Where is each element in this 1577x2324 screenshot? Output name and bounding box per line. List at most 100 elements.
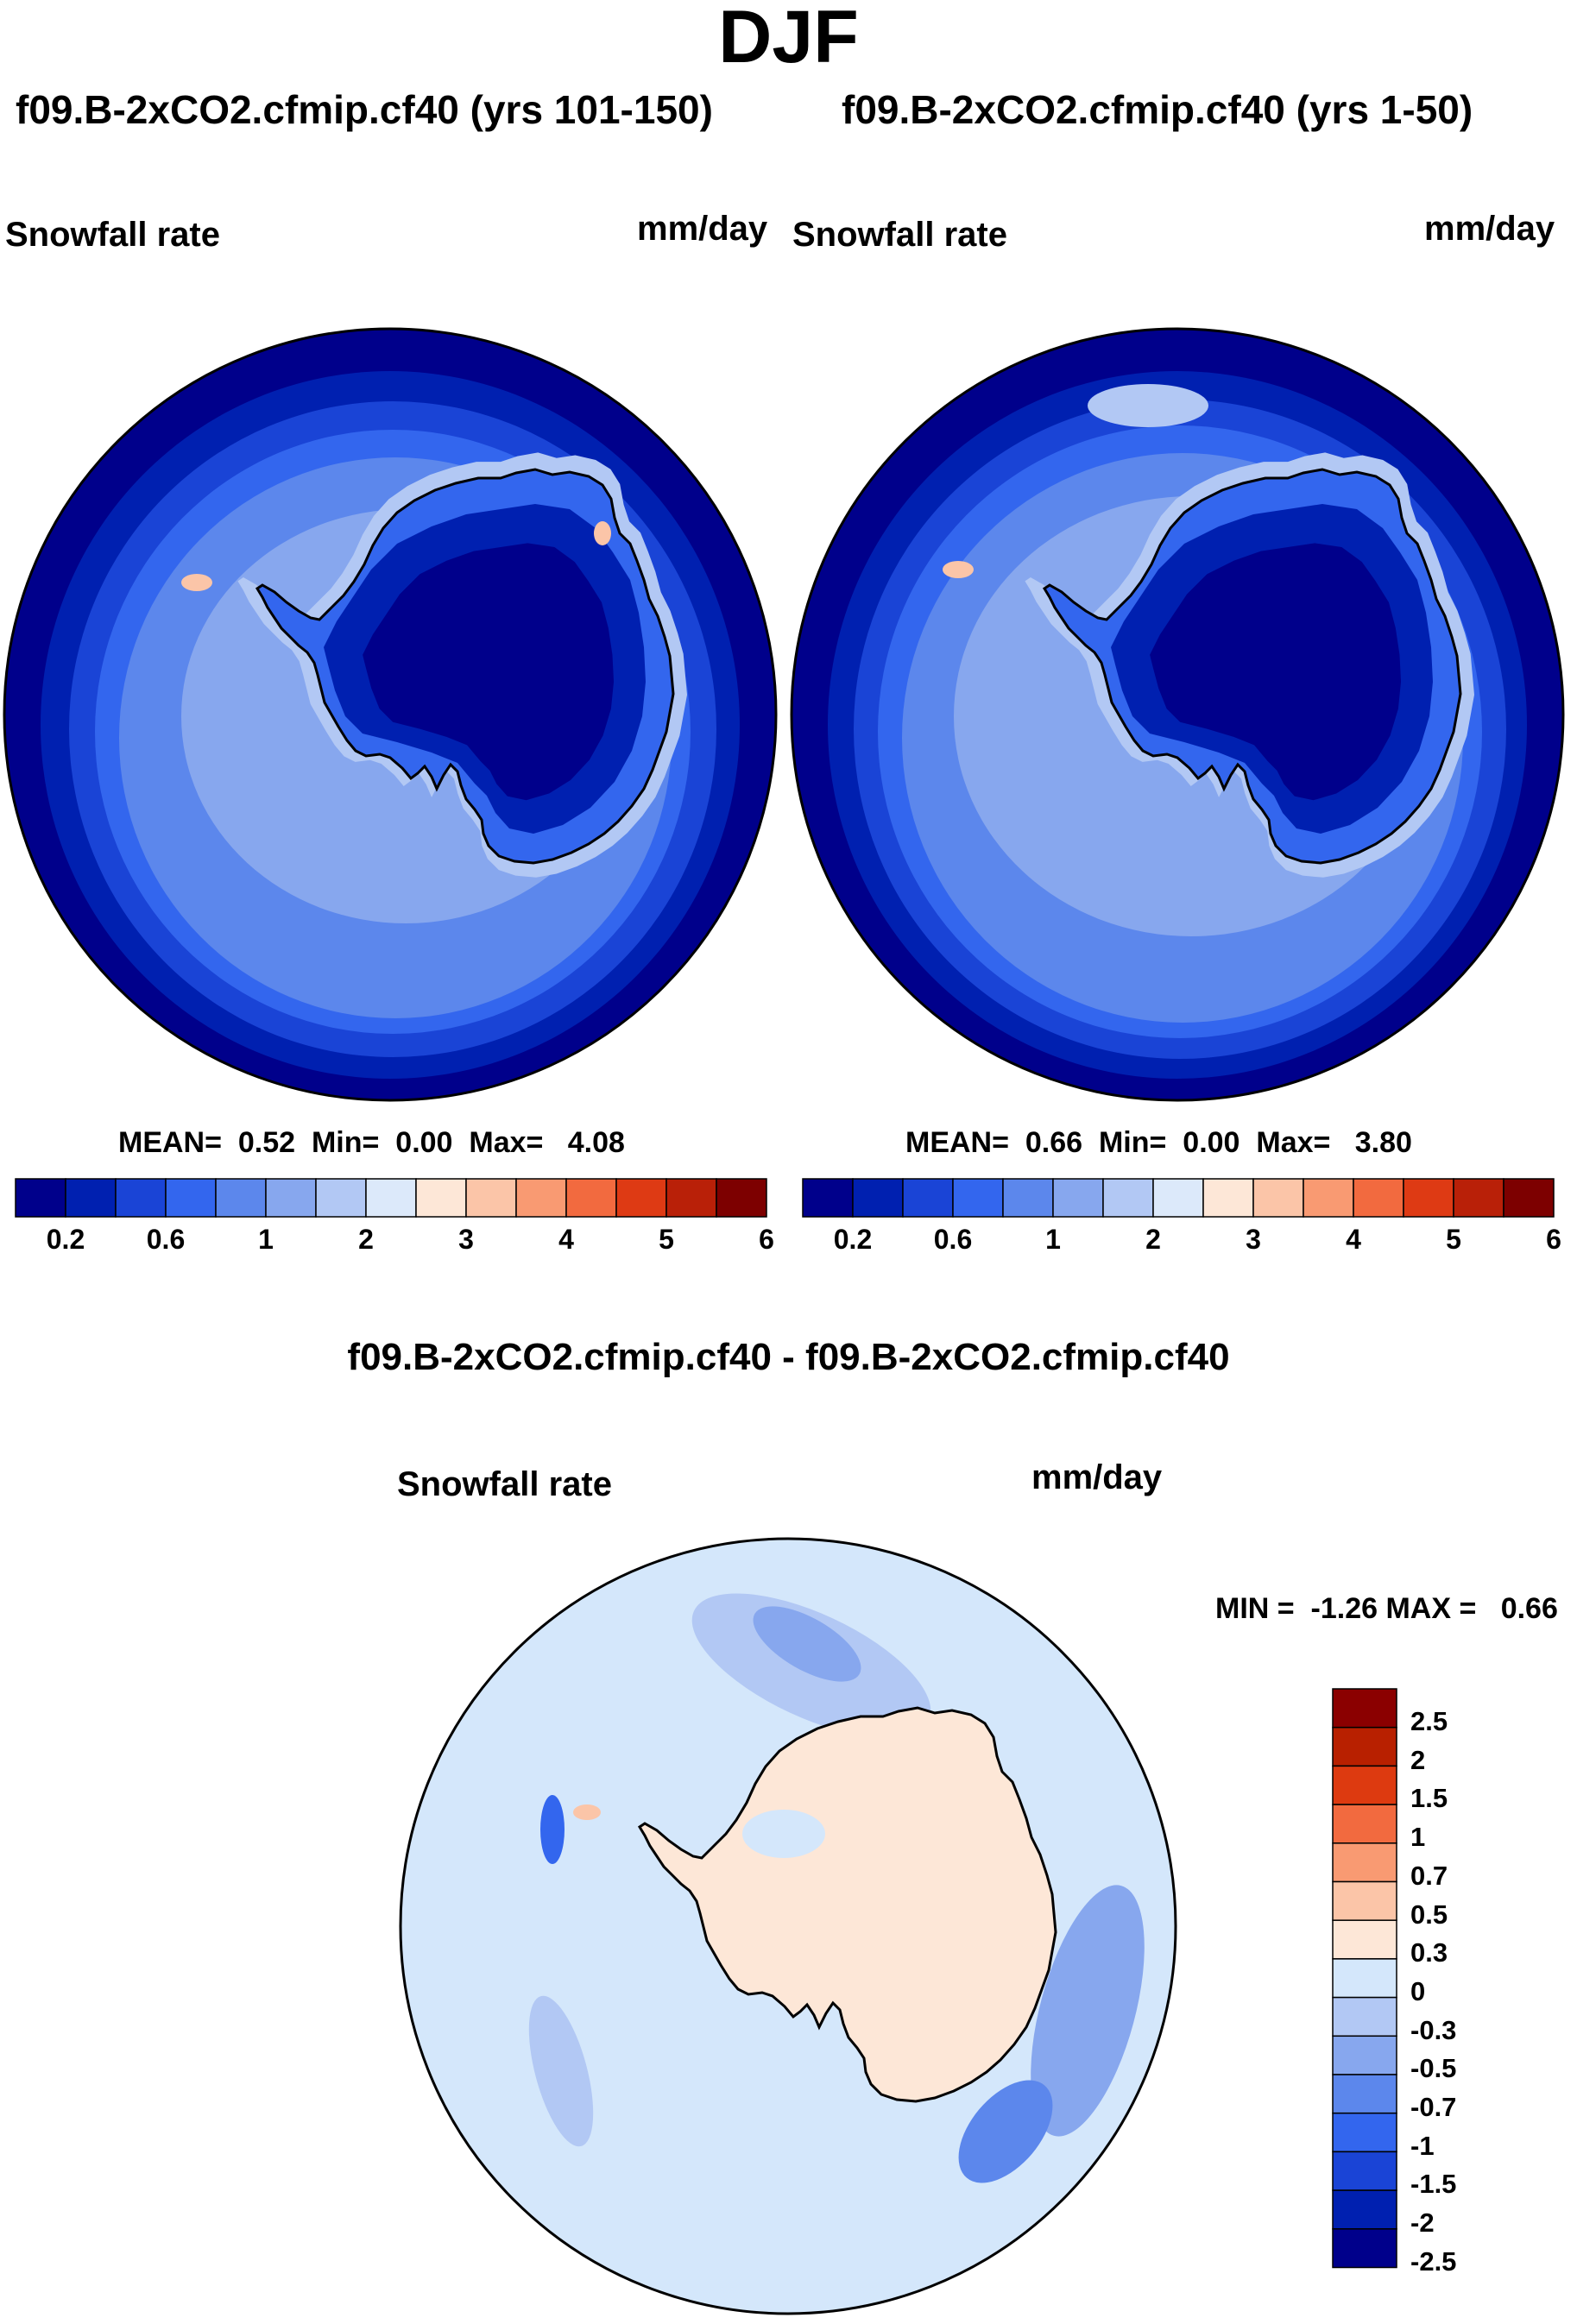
colorbar-left-tick-label: 4: [558, 1224, 574, 1255]
difference-max: 0.66: [1500, 1592, 1558, 1625]
colorbar-right-tick-label: 0.2: [833, 1224, 873, 1255]
map-difference: [401, 1539, 1176, 2314]
colorbar-left: [15, 1178, 767, 1218]
colorbar-right-swatch: [1202, 1178, 1254, 1218]
colorbar-difference-tick-label: -1: [1410, 2130, 1435, 2161]
colorbar-difference-swatch: [1332, 1688, 1397, 1729]
colorbar-right-swatch: [1303, 1178, 1354, 1218]
map-left: [4, 329, 776, 1100]
colorbar-left-swatch: [415, 1178, 467, 1218]
colorbar-left-tick-label: 0.2: [46, 1224, 85, 1255]
colorbar-left-swatch: [716, 1178, 767, 1218]
colorbar-difference-tick-label: 0.5: [1410, 1899, 1448, 1930]
colorbar-right-swatch: [1453, 1178, 1504, 1218]
colorbar-left-swatch: [265, 1178, 317, 1218]
colorbar-right-swatch: [852, 1178, 904, 1218]
colorbar-difference-tick-label: -2: [1410, 2207, 1435, 2239]
colorbar-left-tick-label: 6: [759, 1224, 774, 1255]
colorbar-left-swatch: [215, 1178, 267, 1218]
colorbar-difference-tick-label: 2: [1410, 1744, 1426, 1775]
colorbar-left-swatch: [665, 1178, 717, 1218]
colorbar-left-swatch: [15, 1178, 66, 1218]
colorbar-difference-tick-label: 1.5: [1410, 1783, 1448, 1814]
colorbar-left-swatch: [315, 1178, 367, 1218]
colorbar-difference-swatch: [1332, 2151, 1397, 2191]
difference-variable: Snowfall rate: [397, 1465, 612, 1503]
colorbar-difference-swatch: [1332, 1842, 1397, 1883]
colorbar-difference-tick-label: 0.7: [1410, 1860, 1448, 1891]
colorbar-difference-swatch: [1332, 1919, 1397, 1960]
panel-right-variable: Snowfall rate: [792, 216, 1007, 254]
colorbar-difference-tick-label: 0: [1410, 1975, 1426, 2006]
colorbar-right-swatch: [1252, 1178, 1304, 1218]
colorbar-difference-tick-label: -0.3: [1410, 2014, 1457, 2045]
difference-min: -1.26: [1310, 1592, 1378, 1625]
panel-right-stats: MEAN= 0.66 Min= 0.00 Max= 3.80: [905, 1126, 1412, 1159]
colorbar-difference-swatch: [1332, 1880, 1397, 1921]
colorbar-right-tick-label: 3: [1246, 1224, 1261, 1255]
colorbar-left-swatch: [365, 1178, 417, 1218]
colorbar-difference-tick-label: -2.5: [1410, 2245, 1457, 2277]
colorbar-left-tick-label: 0.6: [146, 1224, 186, 1255]
colorbar-difference-swatch: [1332, 1996, 1397, 2037]
colorbar-right-swatch: [802, 1178, 854, 1218]
colorbar-difference-tick-label: -0.7: [1410, 2092, 1457, 2122]
colorbar-left-swatch: [65, 1178, 117, 1218]
panel-left-mean: 0.52: [237, 1126, 296, 1159]
colorbar-left-swatch: [565, 1178, 617, 1218]
colorbar-difference-tick-label: -0.5: [1410, 2053, 1457, 2084]
colorbar-right-swatch: [1152, 1178, 1204, 1218]
colorbar-right-swatch: [1503, 1178, 1555, 1218]
colorbar-right-swatch: [1102, 1178, 1154, 1218]
colorbar-left-swatch: [515, 1178, 567, 1218]
colorbar-difference-swatch: [1332, 2228, 1397, 2269]
map-diff-border: [399, 1537, 1177, 2315]
colorbar-left-swatch: [115, 1178, 167, 1218]
colorbar-difference-tick-label: -1.5: [1410, 2169, 1457, 2200]
colorbar-right-tick-label: 0.6: [933, 1224, 973, 1255]
colorbar-right-tick-label: 1: [1045, 1224, 1061, 1255]
colorbar-right-tick-label: 6: [1546, 1224, 1561, 1255]
colorbar-left-swatch: [165, 1178, 217, 1218]
colorbar-left-swatch: [465, 1178, 517, 1218]
colorbar-left-tick-label: 5: [659, 1224, 674, 1255]
panel-right-units: mm/day: [1424, 210, 1555, 248]
colorbar-difference-swatch: [1332, 1726, 1397, 1767]
colorbar-difference-tick-label: 1: [1410, 1822, 1426, 1853]
colorbar-difference-swatch: [1332, 1804, 1397, 1844]
season-title: DJF: [718, 0, 859, 79]
map-left-border: [3, 327, 778, 1102]
colorbar-difference-swatch: [1332, 2189, 1397, 2230]
colorbar-difference-swatch: [1332, 1958, 1397, 1999]
panel-right-max: 3.80: [1354, 1126, 1412, 1159]
colorbar-left-tick-label: 3: [458, 1224, 474, 1255]
colorbar-left-tick-label: 1: [258, 1224, 274, 1255]
colorbar-difference: [1332, 1688, 1397, 2269]
colorbar-right-swatch: [902, 1178, 954, 1218]
colorbar-difference-swatch: [1332, 1765, 1397, 1805]
panel-left-stats: MEAN= 0.52 Min= 0.00 Max= 4.08: [118, 1126, 625, 1159]
colorbar-right-tick-label: 4: [1346, 1224, 1361, 1255]
colorbar-difference-swatch: [1332, 2112, 1397, 2153]
colorbar-right-tick-label: 5: [1446, 1224, 1461, 1255]
colorbar-right-swatch: [1353, 1178, 1404, 1218]
map-right-border: [790, 327, 1565, 1102]
difference-units: mm/day: [1031, 1458, 1163, 1496]
panel-right-min: 0.00: [1183, 1126, 1240, 1159]
colorbar-difference-swatch: [1332, 2035, 1397, 2075]
colorbar-right: [802, 1178, 1555, 1218]
colorbar-right-swatch: [952, 1178, 1004, 1218]
colorbar-difference-tick-label: 2.5: [1410, 1706, 1448, 1736]
map-right: [792, 329, 1563, 1100]
difference-title: f09.B-2xCO2.cfmip.cf40 - f09.B-2xCO2.cfm…: [347, 1336, 1230, 1378]
difference-minmax: MIN = -1.26 MAX = 0.66: [1215, 1592, 1558, 1625]
colorbar-left-swatch: [615, 1178, 667, 1218]
colorbar-difference-tick-label: 0.3: [1410, 1937, 1448, 1968]
panel-left-units: mm/day: [637, 210, 768, 248]
colorbar-right-swatch: [1052, 1178, 1104, 1218]
colorbar-right-swatch: [1403, 1178, 1454, 1218]
panel-left-title: f09.B-2xCO2.cfmip.cf40 (yrs 101-150): [16, 87, 713, 132]
panel-right-mean: 0.66: [1025, 1126, 1083, 1159]
panel-left-min: 0.00: [395, 1126, 453, 1159]
